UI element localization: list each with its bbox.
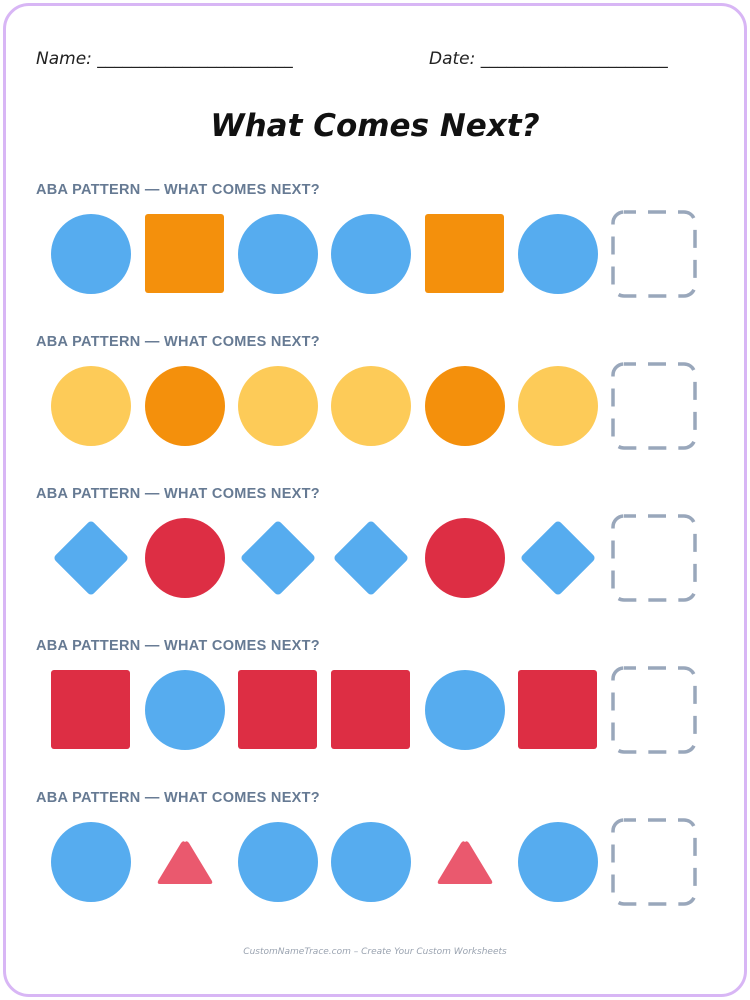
date-field-label: Date: ______________________: [429, 49, 668, 69]
red-circle-shape: [425, 518, 505, 598]
red-square-shape: [51, 670, 130, 749]
answer-blank-box[interactable]: [607, 817, 697, 907]
yellow-circle-shape: [238, 366, 318, 446]
pink-triangle-shape: [157, 841, 213, 884]
yellow-circle-shape: [51, 366, 131, 446]
pattern-label: ABA PATTERN — WHAT COMES NEXT?: [36, 790, 320, 806]
orange-square-shape: [425, 214, 504, 293]
blue-circle-shape: [518, 214, 598, 294]
worksheet-title: What Comes Next?: [210, 108, 540, 144]
blue-circle-shape: [238, 214, 318, 294]
answer-blank-box[interactable]: [607, 361, 697, 451]
blue-circle-shape: [331, 214, 411, 294]
pink-triangle-shape: [437, 841, 493, 884]
blue-diamond-shape: [54, 521, 128, 595]
footer-credit: CustomNameTrace.com – Create Your Custom…: [243, 947, 507, 957]
orange-circle-shape: [145, 366, 225, 446]
orange-circle-shape: [425, 366, 505, 446]
red-square-shape: [238, 670, 317, 749]
pattern-row: [0, 513, 750, 603]
yellow-circle-shape: [331, 366, 411, 446]
blue-diamond-shape: [521, 521, 595, 595]
pattern-label: ABA PATTERN — WHAT COMES NEXT?: [36, 486, 320, 502]
orange-square-shape: [145, 214, 224, 293]
pattern-row: [0, 361, 750, 451]
pattern-row: [0, 665, 750, 755]
red-square-shape: [518, 670, 597, 749]
answer-blank-box[interactable]: [607, 209, 697, 299]
blue-diamond-shape: [241, 521, 315, 595]
blue-circle-shape: [51, 214, 131, 294]
blue-circle-shape: [425, 670, 505, 750]
red-square-shape: [331, 670, 410, 749]
blue-diamond-shape: [334, 521, 408, 595]
blue-circle-shape: [331, 822, 411, 902]
blue-circle-shape: [238, 822, 318, 902]
red-circle-shape: [145, 518, 225, 598]
pattern-label: ABA PATTERN — WHAT COMES NEXT?: [36, 182, 320, 198]
pattern-row: [0, 817, 750, 907]
blue-circle-shape: [145, 670, 225, 750]
blue-circle-shape: [51, 822, 131, 902]
pattern-row: [0, 209, 750, 299]
pattern-label: ABA PATTERN — WHAT COMES NEXT?: [36, 638, 320, 654]
blue-circle-shape: [518, 822, 598, 902]
yellow-circle-shape: [518, 366, 598, 446]
answer-blank-box[interactable]: [607, 513, 697, 603]
pattern-label: ABA PATTERN — WHAT COMES NEXT?: [36, 334, 320, 350]
name-field-label: Name: _______________________: [36, 49, 293, 69]
answer-blank-box[interactable]: [607, 665, 697, 755]
